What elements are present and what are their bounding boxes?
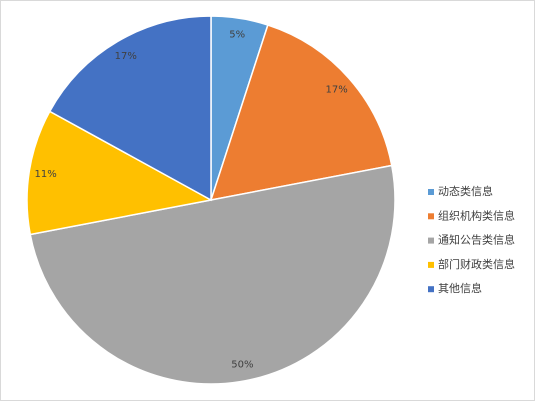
pie-slice bbox=[209, 24, 393, 201]
legend-swatch bbox=[428, 213, 434, 220]
legend-swatch bbox=[428, 189, 434, 195]
legend-label: 通知公告类信息 bbox=[438, 233, 515, 247]
legend-label: 组织机构类信息 bbox=[438, 208, 515, 222]
legend-label: 部门财政类信息 bbox=[438, 257, 515, 271]
pie-slice bbox=[29, 164, 396, 385]
data-label: 17% bbox=[325, 84, 347, 95]
legend-swatch bbox=[428, 286, 434, 293]
legend-swatch bbox=[428, 237, 434, 244]
data-label: 11% bbox=[35, 169, 57, 180]
data-label: 17% bbox=[115, 51, 137, 62]
data-label: 50% bbox=[231, 359, 253, 370]
pie-slice bbox=[26, 110, 214, 236]
legend-swatch bbox=[428, 261, 434, 268]
pie-slice bbox=[48, 15, 212, 202]
data-label: 5% bbox=[229, 30, 245, 41]
legend-label: 其他信息 bbox=[438, 281, 482, 295]
legend-label: 动态类信息 bbox=[438, 184, 493, 198]
